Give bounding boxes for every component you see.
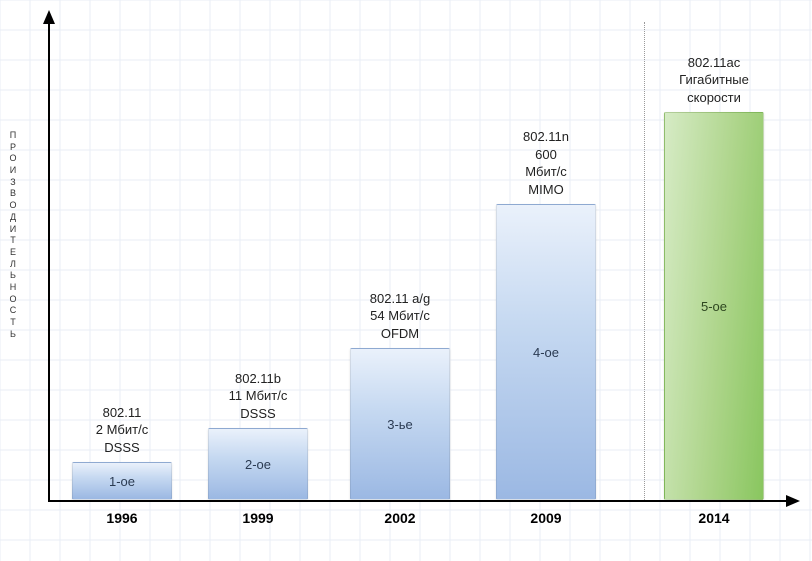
x-tick: 1999 [208, 510, 308, 526]
bar-inner-label: 1-ое [109, 474, 135, 489]
bar: 4-ое [496, 204, 596, 500]
bar-inner-label: 2-ое [245, 457, 271, 472]
bar-top-label: 802.11ac Гигабитные скорости [654, 54, 774, 107]
bar: 3-ье [350, 348, 450, 500]
bar-inner-label: 4-ое [533, 345, 559, 360]
wifi-generations-chart: П Р О И З В О Д И Т Е Л Ь Н О С Т Ь 1-ое… [0, 0, 812, 561]
bar-top-label: 802.11b 11 Мбит/с DSSS [198, 370, 318, 423]
bar: 2-ое [208, 428, 308, 500]
bar-inner-label: 5-ое [701, 299, 727, 314]
x-axis [48, 500, 788, 502]
bar: 5-ое [664, 112, 764, 500]
bar-top-label: 802.11 2 Мбит/с DSSS [62, 404, 182, 457]
x-tick: 2009 [496, 510, 596, 526]
x-tick: 1996 [72, 510, 172, 526]
x-tick: 2014 [664, 510, 764, 526]
bar-top-label: 802.11n 600 Мбит/с MIMO [486, 128, 606, 198]
bar-top-label: 802.11 a/g 54 Мбит/с OFDM [340, 290, 460, 343]
x-tick: 2002 [350, 510, 450, 526]
bar: 1-ое [72, 462, 172, 500]
bar-inner-label: 3-ье [387, 417, 413, 432]
y-axis-label: П Р О И З В О Д И Т Е Л Ь Н О С Т Ь [8, 130, 20, 340]
